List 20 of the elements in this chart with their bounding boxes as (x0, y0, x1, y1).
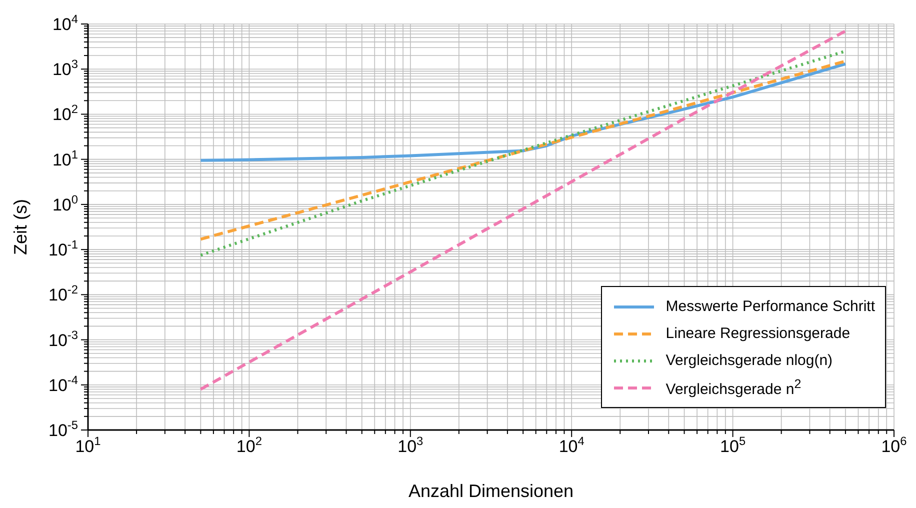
x-tick-label: 10$^{4}$ (558, 434, 585, 456)
y-tick-label: 10$^{0}$ (52, 192, 78, 214)
y-tick-label: 10$^{1}$ (52, 147, 78, 170)
y-tick-label: 10$^{-2}$ (48, 282, 78, 305)
x-tick-label: 10$^{5}$ (720, 434, 746, 456)
y-tick-label: 10$^{4}$ (52, 12, 78, 34)
legend-label: Vergleichsgerade nlog(n) (666, 352, 833, 369)
x-tick-label: 10$^{2}$ (236, 434, 262, 456)
legend-label: Lineare Regressionsgerade (666, 325, 850, 342)
x-tick-label: 10$^{3}$ (398, 434, 424, 456)
legend-label: Messwerte Performance Schritt (666, 298, 875, 315)
y-tick-label: 10$^{-3}$ (48, 328, 78, 350)
legend-label: Vergleichsgerade n$^{2}$ (666, 377, 802, 398)
y-tick-label: 10$^{3}$ (52, 57, 78, 80)
y-axis-title: Zeit (s) (10, 199, 30, 255)
y-tick-label: 10$^{-1}$ (48, 238, 78, 260)
y-tick-label: 10$^{2}$ (52, 102, 78, 124)
x-tick-label: 10$^{6}$ (881, 434, 908, 456)
x-axis-title: Anzahl Dimensionen (408, 480, 574, 501)
y-tick-label: 10$^{-4}$ (48, 372, 78, 395)
